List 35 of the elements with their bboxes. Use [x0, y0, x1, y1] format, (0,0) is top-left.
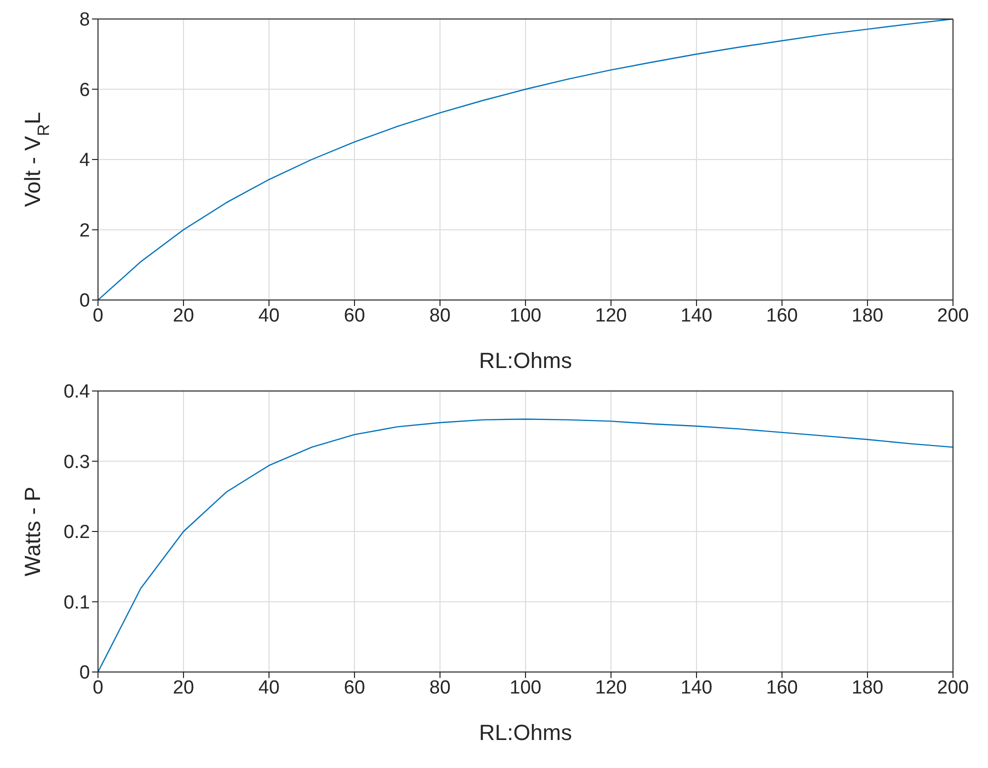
y-tick-label: 4: [79, 150, 90, 172]
x-tick-label: 0: [92, 677, 104, 698]
x-tick-label: 160: [766, 305, 798, 326]
x-tick-label: 60: [344, 677, 366, 698]
x-tick-label: 200: [937, 677, 969, 698]
y-tick-label: 6: [79, 80, 90, 101]
x-tick-label: 40: [258, 305, 280, 326]
y-axis-title: Watts - P: [20, 486, 45, 576]
x-tick-label: 140: [680, 677, 712, 698]
x-tick-label: 140: [680, 305, 712, 326]
y-tick-label: 0.4: [64, 382, 90, 403]
x-tick-label: 100: [510, 305, 542, 326]
x-tick-label: 20: [172, 305, 194, 326]
x-tick-label: 200: [937, 305, 969, 326]
x-tick-label: 100: [510, 677, 542, 698]
x-tick-label: 180: [852, 677, 884, 698]
x-tick-label: 160: [766, 677, 798, 698]
x-tick-label: 80: [429, 305, 451, 326]
x-tick-label: 180: [852, 305, 884, 326]
x-tick-label: 120: [595, 677, 627, 698]
x-tick-label: 40: [258, 677, 280, 698]
y-tick-label: 0.2: [64, 522, 90, 544]
x-tick-label: 80: [429, 677, 451, 698]
y-tick-label: 2: [79, 220, 90, 242]
x-axis-title: RL:Ohms: [479, 348, 572, 373]
x-tick-label: 0: [92, 305, 104, 326]
y-tick-label: 0: [79, 290, 90, 312]
x-tick-label: 20: [172, 677, 194, 698]
y-tick-label: 0.1: [64, 592, 90, 614]
y-tick-label: 0.3: [64, 452, 90, 473]
x-axis-title: RL:Ohms: [479, 720, 572, 745]
y-tick-label: 0: [79, 662, 90, 684]
x-tick-label: 120: [595, 305, 627, 326]
y-tick-label: 8: [79, 10, 90, 31]
x-tick-label: 60: [344, 305, 366, 326]
